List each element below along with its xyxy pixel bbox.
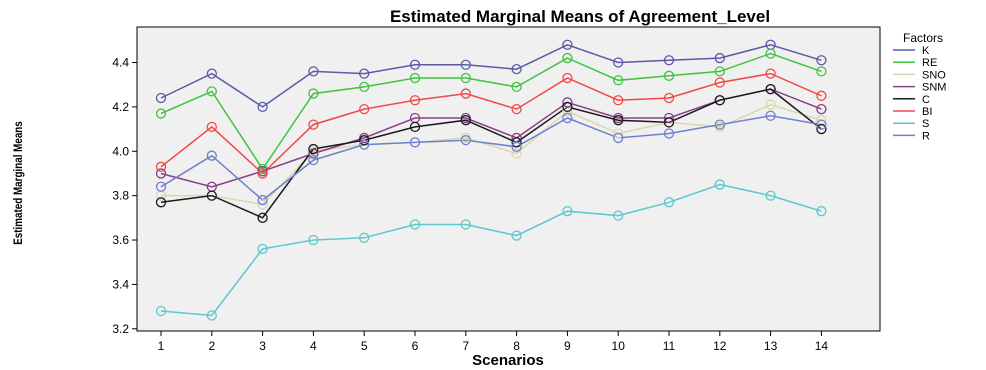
x-tick-label: 3 — [259, 339, 266, 353]
legend-label-re: RE — [922, 57, 937, 69]
legend-label-s: S — [922, 118, 929, 130]
legend-label-k: K — [922, 45, 930, 57]
y-tick-label: 4.2 — [112, 100, 129, 114]
y-tick-label: 3.6 — [112, 233, 129, 247]
y-tick-label: 4.4 — [112, 56, 129, 70]
legend-label-c: C — [922, 94, 930, 106]
x-tick-label: 4 — [310, 339, 317, 353]
plot-area — [137, 27, 880, 331]
y-tick-label: 3.4 — [112, 277, 129, 291]
x-tick-label: 5 — [361, 339, 368, 353]
x-tick-label: 9 — [564, 339, 571, 353]
y-axis: 3.2 3.4 3.6 3.8 4.0 4.2 4.4 — [112, 56, 137, 336]
x-tick-label: 2 — [208, 339, 215, 353]
legend-title: Factors — [903, 31, 943, 45]
chart-title: Estimated Marginal Means of Agreement_Le… — [390, 7, 770, 26]
x-tick-label: 8 — [513, 339, 520, 353]
x-tick-label: 7 — [462, 339, 469, 353]
y-tick-label: 3.8 — [112, 189, 129, 203]
x-axis-title: Scenarios — [472, 352, 544, 369]
y-tick-label: 4.0 — [112, 144, 129, 158]
legend-label-r: R — [922, 130, 930, 142]
legend-label-sno: SNO — [922, 69, 946, 81]
x-tick-label: 13 — [764, 339, 778, 353]
legend-label-bi: BI — [922, 106, 932, 118]
x-tick-label: 14 — [815, 339, 829, 353]
x-tick-label: 1 — [158, 339, 165, 353]
x-tick-label: 6 — [412, 339, 419, 353]
y-tick-label: 3.2 — [112, 322, 129, 336]
legend-label-snm: SNM — [922, 82, 946, 94]
x-tick-label: 10 — [612, 339, 626, 353]
x-axis: 1 2 3 4 5 6 7 8 9 10 11 12 13 14 — [158, 331, 829, 353]
y-axis-title: Estimated Marginal Means — [12, 121, 25, 245]
x-tick-label: 12 — [713, 339, 727, 353]
x-tick-label: 11 — [663, 339, 676, 353]
